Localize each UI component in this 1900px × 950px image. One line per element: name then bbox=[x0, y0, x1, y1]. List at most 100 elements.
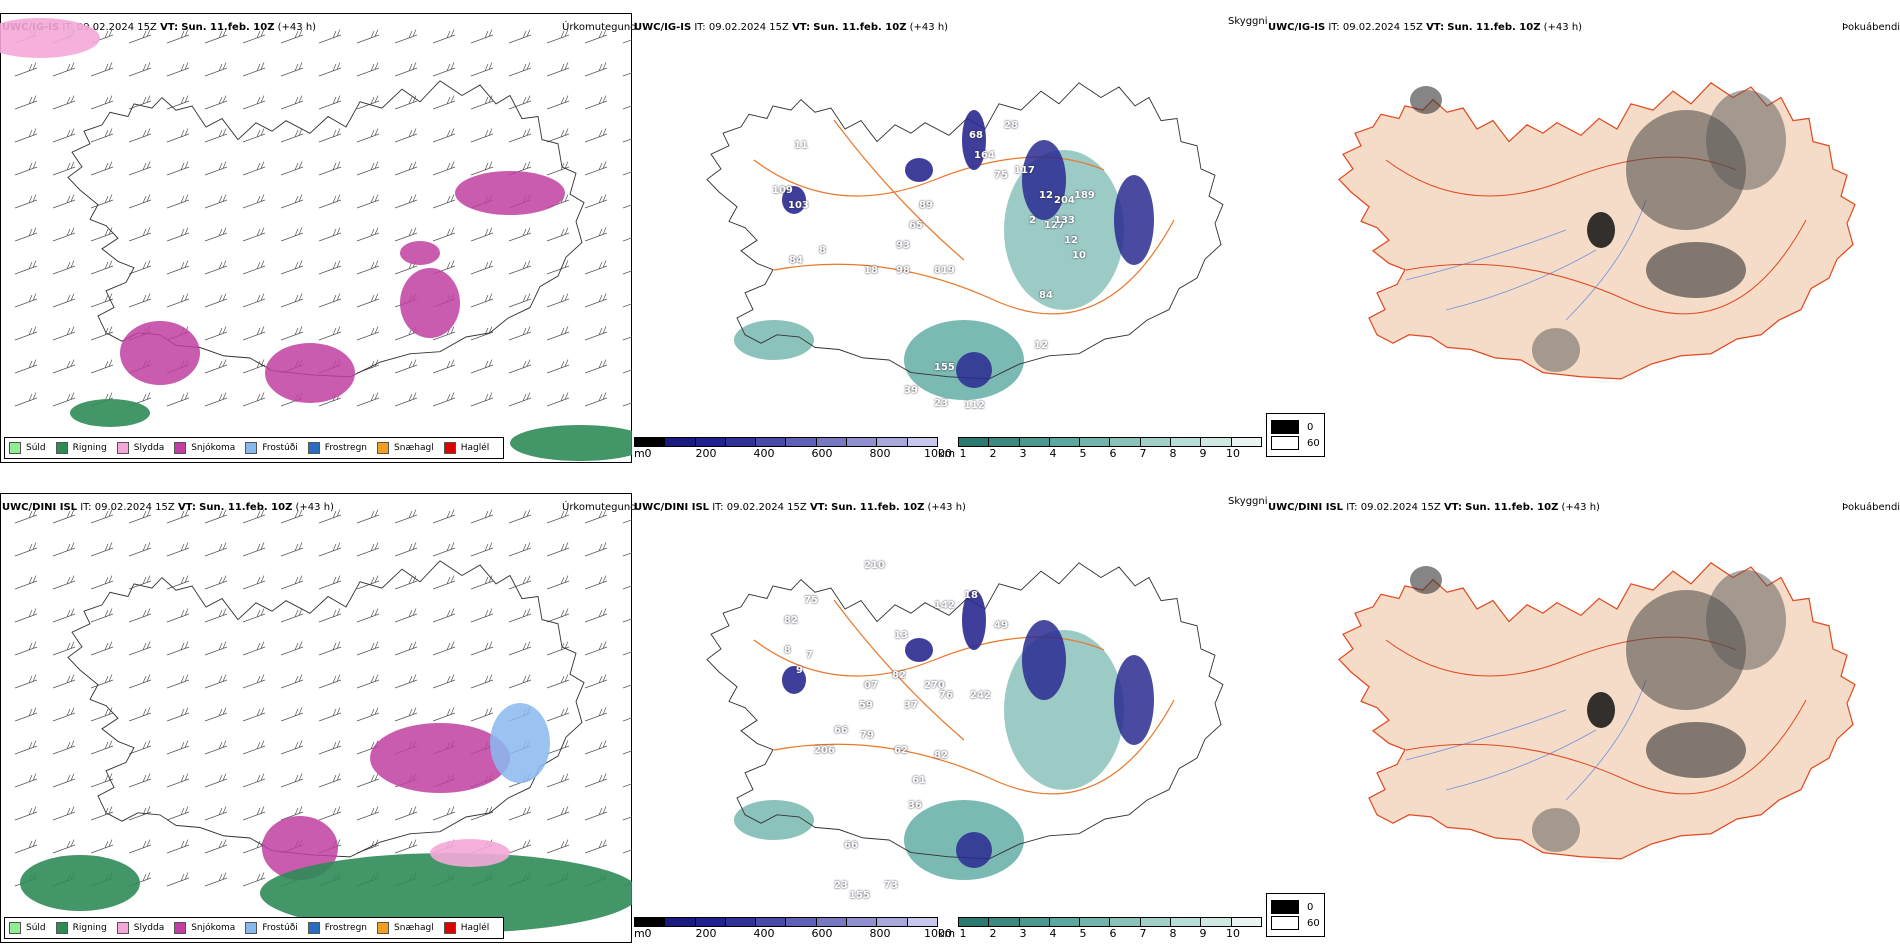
visibility-area bbox=[734, 800, 814, 840]
colorbar-segment bbox=[1019, 918, 1050, 926]
colorbar-segment bbox=[695, 918, 726, 926]
legend-item-haglél: Haglél bbox=[443, 922, 490, 934]
colorbar-segment bbox=[959, 918, 990, 926]
legend-swatch bbox=[9, 922, 21, 934]
colorbar-segment bbox=[989, 918, 1020, 926]
header-vis-2: UWC/DINI ISL IT: 09.02.2024 15Z VT: Sun.… bbox=[634, 502, 966, 513]
colorbar-tick: 1 bbox=[959, 447, 967, 460]
rain-area bbox=[70, 399, 150, 427]
visibility-value-label: 07 bbox=[864, 680, 878, 691]
visibility-value-label: 79 bbox=[860, 730, 874, 741]
visibility-colorbar-km: km 1 2 3 4 5 6 7 8 9 10 bbox=[938, 437, 1262, 460]
colorbar-segment bbox=[816, 438, 848, 446]
colorbar-segment bbox=[877, 438, 908, 446]
legend-label: Snjókoma bbox=[191, 923, 236, 933]
legend-label: Haglél bbox=[460, 443, 490, 453]
colorbar-tick: 600 bbox=[811, 447, 833, 460]
sleet-area bbox=[430, 839, 510, 867]
legend-swatch bbox=[443, 442, 456, 454]
snow-area bbox=[370, 723, 510, 793]
legend-label: Súld bbox=[26, 923, 46, 933]
low-visibility-area bbox=[1114, 175, 1154, 265]
visibility-value-label: 82 bbox=[934, 750, 948, 761]
visibility-value-label: 10 bbox=[1072, 250, 1086, 261]
colorbar-segment bbox=[1110, 438, 1141, 446]
visibility-value-label: 98 bbox=[896, 265, 910, 276]
visibility-value-label: 75 bbox=[994, 170, 1008, 181]
colorbar-segment bbox=[695, 438, 726, 446]
visibility-value-label: 68 bbox=[969, 130, 983, 141]
legend-item-frostúði: Frostúði bbox=[245, 442, 298, 454]
visibility-value-label: 84 bbox=[789, 255, 803, 266]
visibility-value-label: 8 bbox=[784, 645, 791, 656]
visibility-value-label: 155 bbox=[849, 890, 870, 901]
fog-index-area bbox=[1410, 86, 1442, 114]
colorbar-tick: 7 bbox=[1139, 447, 1147, 460]
legend-item-snjókoma: Snjókoma bbox=[174, 442, 235, 454]
iceland-coastline bbox=[706, 562, 1224, 860]
visibility-value-label: 270 bbox=[924, 680, 945, 691]
colorbar-tick: 3 bbox=[1019, 447, 1027, 460]
header-fog-1: UWC/IG-IS IT: 09.02.2024 15Z VT: Sun. 11… bbox=[1268, 22, 1583, 33]
visibility-value-label: 49 bbox=[994, 620, 1008, 631]
legend-swatch bbox=[174, 442, 187, 454]
colorbar-segment bbox=[1049, 438, 1081, 446]
colorbar-tick: 800 bbox=[869, 447, 891, 460]
visibility-value-label: 59 bbox=[859, 700, 873, 711]
colorbar-tick: 600 bbox=[811, 927, 833, 940]
legend-swatch bbox=[116, 442, 129, 454]
visibility-value-label: 8 bbox=[819, 245, 826, 256]
iceland-coastline bbox=[706, 82, 1224, 380]
legend-swatch bbox=[245, 922, 258, 934]
precip-map bbox=[0, 18, 632, 461]
fog-legend-row: 60 bbox=[1271, 916, 1320, 930]
fog-legend-swatch bbox=[1271, 900, 1299, 914]
legend-label: Haglél bbox=[460, 923, 490, 933]
visibility-value-label: 11 bbox=[794, 140, 808, 151]
visibility-map bbox=[706, 562, 1224, 880]
colorbar-unit: km bbox=[938, 927, 956, 940]
fog-index-area bbox=[1646, 722, 1746, 778]
visibility-value-label: 23 bbox=[834, 880, 848, 891]
legend-label: Slydda bbox=[133, 443, 165, 453]
colorbar-segment bbox=[635, 918, 666, 926]
low-visibility-area bbox=[962, 110, 986, 170]
fog-index-area bbox=[1532, 808, 1580, 852]
freezing-drizzle-area bbox=[490, 703, 550, 783]
visibility-value-label: 36 bbox=[908, 800, 922, 811]
visibility-colorbar-km: km 1 2 3 4 5 6 7 8 9 10 bbox=[938, 917, 1262, 940]
low-visibility-area bbox=[1022, 140, 1066, 220]
colorbar-segment bbox=[665, 918, 696, 926]
snow-area bbox=[400, 241, 440, 265]
legend-label: Rigning bbox=[72, 443, 107, 453]
colorbar-tick: 10 bbox=[1226, 447, 1240, 460]
panel-title-precip: Úrkomutegund bbox=[562, 22, 637, 33]
colorbar-tick: 4 bbox=[1049, 927, 1057, 940]
colorbar-tick: 200 bbox=[695, 927, 717, 940]
fog-index-area bbox=[1706, 570, 1786, 670]
fog-legend-label: 0 bbox=[1307, 901, 1314, 913]
legend-swatch bbox=[443, 922, 456, 934]
legend-label: Snæhagl bbox=[394, 923, 434, 933]
rain-area bbox=[510, 425, 632, 461]
visibility-value-label: 9 bbox=[796, 665, 803, 676]
visibility-value-label: 12 bbox=[1064, 235, 1078, 246]
legend-item-slydda: Slydda bbox=[116, 922, 164, 934]
header-vis-1: UWC/IG-IS IT: 09.02.2024 15Z VT: Sun. 11… bbox=[634, 22, 949, 33]
colorbar-segment bbox=[756, 438, 787, 446]
colorbar-tick: 2 bbox=[989, 927, 997, 940]
visibility-value-label: 18 bbox=[864, 265, 878, 276]
visibility-value-label: 155 bbox=[934, 362, 955, 373]
visibility-value-label: 66 bbox=[844, 840, 858, 851]
colorbar-segment bbox=[1080, 918, 1111, 926]
iceland-coastline bbox=[67, 80, 585, 378]
fog-legend-swatch bbox=[1271, 436, 1299, 450]
colorbar-segment bbox=[1171, 438, 1202, 446]
valid-time: Sun. 11.feb. 10Z bbox=[181, 22, 275, 33]
colorbar-tick: 800 bbox=[869, 927, 891, 940]
fog-legend-swatch bbox=[1271, 916, 1299, 930]
sleet-area bbox=[0, 18, 100, 58]
legend-swatch bbox=[245, 442, 258, 454]
row-2: UWC/DINI ISL IT: 09.02.2024 15Z VT: Sun.… bbox=[0, 480, 1900, 950]
visibility-value-label: 189 bbox=[1074, 190, 1095, 201]
